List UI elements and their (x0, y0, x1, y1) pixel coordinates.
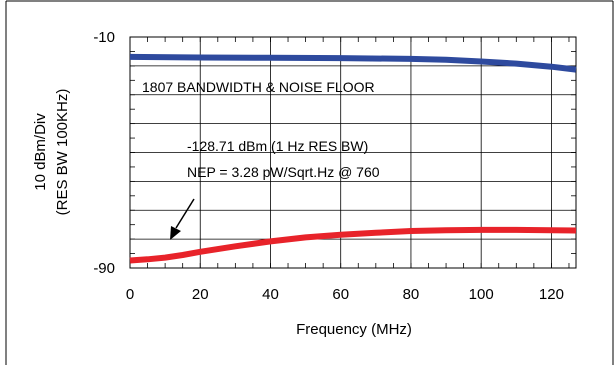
y-axis-title-line-1: 10 dBm/Div (32, 113, 49, 191)
x-axis-title: Frequency (MHz) (296, 321, 412, 338)
annotation-nep: NEP = 3.28 pW/Sqrt.Hz @ 760 (187, 164, 380, 180)
tick-labels: 0 20 40 60 80 100 120 -10 -90 (93, 29, 564, 303)
x-tick-label: 40 (262, 286, 279, 303)
x-tick-label: 0 (126, 286, 134, 303)
annotation-arrow-shaft (175, 198, 195, 229)
x-tick-label: 60 (332, 286, 349, 303)
axes (129, 36, 577, 269)
y-tick-label-bottom: -90 (93, 260, 115, 277)
y-axis-title-line-2: (RES BW 100KHz) (54, 89, 71, 216)
annotation-noise-floor: -128.71 dBm (1 Hz RES BW) (187, 138, 368, 154)
annotation-arrowhead (170, 226, 181, 240)
x-tick-label: 80 (403, 286, 420, 303)
x-tick-label: 120 (539, 286, 564, 303)
x-tick-label: 20 (192, 286, 209, 303)
series-group (129, 53, 577, 264)
y-tick-label-top: -10 (93, 29, 115, 46)
series-line-noise-floor (129, 226, 577, 264)
chart-title: 1807 BANDWIDTH & NOISE FLOOR (142, 79, 375, 95)
x-tick-label: 100 (469, 286, 494, 303)
series-line-bandwidth (129, 53, 577, 73)
